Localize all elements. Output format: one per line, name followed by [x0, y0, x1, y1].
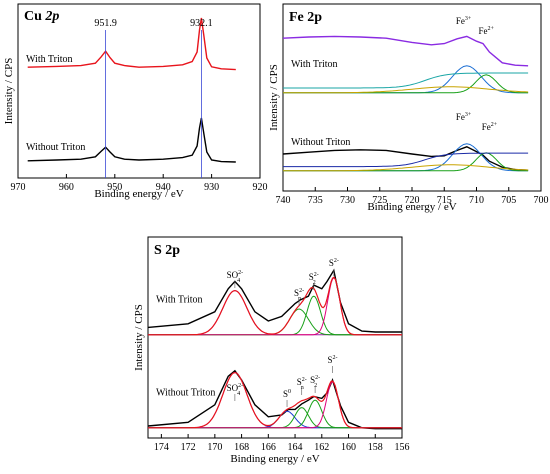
- series-label: Without Triton: [26, 142, 85, 153]
- series-label: With Triton: [156, 295, 203, 306]
- x-tick-label: 930: [204, 182, 219, 193]
- series-label: Without Triton: [291, 137, 350, 148]
- series-line-without-triton: [282, 146, 529, 171]
- x-tick-label: 940: [156, 182, 171, 193]
- peak-label: S2-: [329, 258, 339, 268]
- x-tick-label: 735: [308, 195, 323, 206]
- series-line-without-triton: [27, 117, 236, 163]
- peak-label: S2-2: [309, 272, 319, 286]
- peak-label: 951.9: [94, 18, 117, 29]
- x-tick-label: 710: [469, 195, 484, 206]
- series-line-without-triton: [147, 369, 402, 430]
- x-tick-label: 705: [501, 195, 516, 206]
- chart-panel-2: 740 735 730 725 720 715 710 705 700 Binding energ…: [268, 3, 549, 213]
- fit-background: [283, 72, 529, 89]
- series-label: With Triton: [291, 59, 338, 70]
- fit-envelope: [148, 276, 402, 336]
- chart-panel-3: 174 172 170 168 166 164 162 160 158 156 Binding en…: [133, 236, 410, 465]
- x-tick-label: 160: [341, 442, 356, 453]
- fit-component: [148, 410, 402, 429]
- x-tick-label: 960: [59, 182, 74, 193]
- fit-component: [283, 86, 529, 94]
- chart-panel-1: 970 960 950 940 930 920 Binding energy / eV Int…: [3, 3, 268, 200]
- fit-background: [283, 152, 529, 168]
- fit-component: [283, 164, 529, 172]
- plot-frame: [147, 236, 403, 439]
- series-line-with-triton: [282, 35, 529, 67]
- x-tick-label: 730: [340, 195, 355, 206]
- x-tick-label: 164: [288, 442, 303, 453]
- series-line-with-triton: [147, 268, 402, 333]
- x-tick-label: 720: [405, 195, 420, 206]
- x-tick-label: 920: [253, 182, 268, 193]
- x-tick-label: 700: [534, 195, 549, 206]
- x-axis-label: Binding energy / eV: [367, 201, 456, 213]
- x-tick-label: 158: [368, 442, 383, 453]
- fit-component: [148, 407, 402, 429]
- x-tick-label: 174: [154, 442, 169, 453]
- fit-component: [148, 277, 402, 336]
- plot-frame: [17, 3, 261, 179]
- peak-label: SO2-4: [227, 270, 244, 284]
- x-tick-label: 170: [207, 442, 222, 453]
- y-axis-label: Intensity / CPS: [3, 58, 15, 125]
- fit-envelope: [148, 371, 402, 429]
- chart-title: Fe 2p: [289, 10, 322, 25]
- peak-label: Fe3+: [456, 16, 472, 26]
- peak-label: S2-2: [310, 375, 320, 389]
- y-axis-label: Intensity / CPS: [133, 304, 145, 371]
- peak-label: S0: [283, 389, 291, 399]
- x-tick-label: 740: [276, 195, 291, 206]
- chart-title: S 2p: [154, 243, 180, 258]
- peak-label: SO2-4: [227, 383, 244, 397]
- fit-component: [148, 372, 402, 429]
- x-axis-label: Binding energy / eV: [230, 453, 319, 465]
- x-tick-label: 950: [107, 182, 122, 193]
- x-tick-label: 172: [181, 442, 196, 453]
- x-tick-label: 166: [261, 442, 276, 453]
- x-tick-label: 715: [437, 195, 452, 206]
- peak-label: Fe2+: [478, 26, 494, 36]
- chart-title: Cu 2p: [24, 9, 59, 24]
- series-label: Without Triton: [156, 388, 215, 399]
- x-tick-label: 725: [372, 195, 387, 206]
- x-axis-label: Binding energy / eV: [94, 188, 183, 200]
- peak-label: S2-: [327, 355, 337, 365]
- peak-label: 932.1: [190, 18, 213, 29]
- peak-label: S2-n: [294, 288, 304, 302]
- x-tick-label: 156: [395, 442, 410, 453]
- x-tick-label: 168: [234, 442, 249, 453]
- plot-frame: [282, 3, 542, 192]
- y-axis-label: Intensity / CPS: [268, 64, 280, 131]
- peak-label: Fe3+: [456, 112, 472, 122]
- peak-label: Fe2+: [482, 122, 498, 132]
- series-label: With Triton: [26, 54, 73, 65]
- x-tick-label: 970: [11, 182, 26, 193]
- fit-component: [148, 399, 402, 429]
- series-line-with-triton: [27, 17, 236, 71]
- x-tick-label: 162: [314, 442, 329, 453]
- peak-label: S2-n: [297, 377, 307, 391]
